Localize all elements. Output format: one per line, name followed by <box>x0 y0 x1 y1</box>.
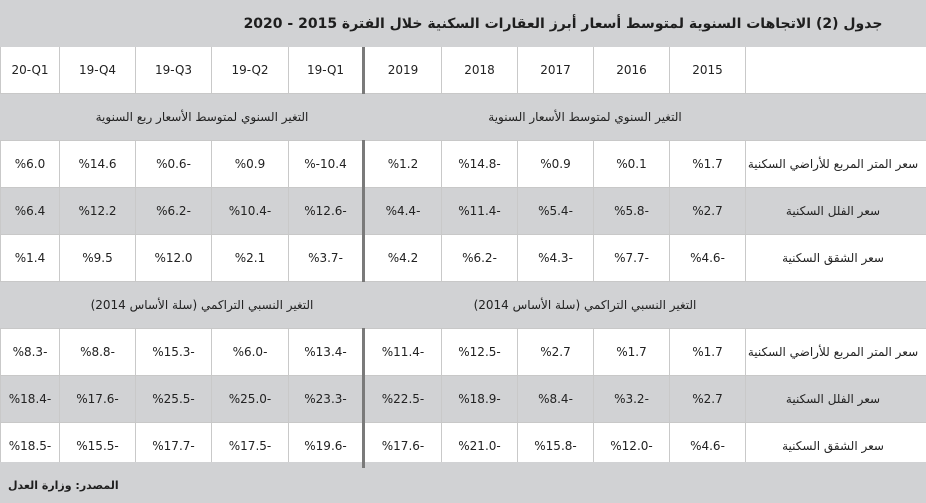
column-header: 19-Q4 <box>59 47 136 94</box>
cell: %13.4- <box>288 328 364 376</box>
cell: %7.7- <box>593 234 670 282</box>
cell: %0.1 <box>593 140 670 188</box>
row-label: سعر المتر المربع للأراضي السكنية <box>745 328 926 376</box>
cell: %0.9 <box>211 140 289 188</box>
row-label: سعر الفلل السكنية <box>745 187 926 235</box>
cell: %12.6- <box>288 187 364 235</box>
table-title-text: جدول (2) الاتجاهات السنوية لمتوسط أسعار … <box>243 15 883 32</box>
cell: %2.7 <box>517 328 594 376</box>
column-header: 2015 <box>669 47 746 94</box>
cell: %1.7 <box>669 140 746 188</box>
cell: %11.4- <box>362 328 442 376</box>
cell: %5.8- <box>593 187 670 235</box>
cell: %8.8- <box>59 328 136 376</box>
cell: %12.5- <box>441 328 518 376</box>
cell: %17.6- <box>59 375 136 423</box>
table-title: جدول (2) الاتجاهات السنوية لمتوسط أسعار … <box>0 0 926 47</box>
section-heading-row: التغير النسبي التراكمي (سلة الأساس 2014)… <box>0 281 926 329</box>
source-footer: المصدر: وزارة العدل <box>0 462 926 503</box>
cell: %8.4- <box>517 375 594 423</box>
section-heading-annual: التغير السنوي لمتوسط الأسعار السنوية <box>363 93 926 141</box>
section-heading-quarterly: التغير السنوي لمتوسط الأسعار ربع السنوية <box>0 93 364 141</box>
cell: %6.0 <box>0 140 60 188</box>
cell: %12.0 <box>135 234 212 282</box>
cell: %8.3- <box>0 328 60 376</box>
cell: %25.0- <box>211 375 289 423</box>
cell: %6.0- <box>211 328 289 376</box>
column-header-row: 20-Q1 19-Q4 19-Q3 19-Q2 19-Q1 2019 2018 … <box>0 47 926 94</box>
column-header: 19-Q2 <box>211 47 289 94</box>
cell: %3.2- <box>593 375 670 423</box>
cell: %6.4 <box>0 187 60 235</box>
cell: %4.6- <box>669 234 746 282</box>
cell: %4.4- <box>362 187 442 235</box>
source-note: المصدر: وزارة العدل <box>8 479 119 492</box>
table-row: %6.4 %12.2 %6.2- %10.4- %12.6- %4.4- %11… <box>0 187 926 235</box>
cell: %0.6- <box>135 140 212 188</box>
cell: %10.4- <box>211 187 289 235</box>
cell: %2.7 <box>669 187 746 235</box>
cell: %12.2 <box>59 187 136 235</box>
cell: %0.9 <box>517 140 594 188</box>
cell: %25.5- <box>135 375 212 423</box>
section-heading-annual: التغير النسبي التراكمي (سلة الأساس 2014) <box>363 281 926 329</box>
column-header: 2017 <box>517 47 594 94</box>
column-header: 19-Q1 <box>288 47 364 94</box>
column-header: 2018 <box>441 47 518 94</box>
cell: %11.4- <box>441 187 518 235</box>
table-row: %18.5- %15.5- %17.7- %17.5- %19.6- %17.6… <box>0 422 926 470</box>
table-row: %1.4 %9.5 %12.0 %2.1 %3.7- %4.2 %6.2- %4… <box>0 234 926 282</box>
row-label: سعر المتر المربع للأراضي السكنية <box>745 140 926 188</box>
table-row: %6.0 %14.6 %0.6- %0.9 %-10.4 %1.2 %14.8-… <box>0 140 926 188</box>
cell: %2.1 <box>211 234 289 282</box>
cell: %1.7 <box>669 328 746 376</box>
cell: %4.3- <box>517 234 594 282</box>
cell: %17.5- <box>211 422 289 470</box>
cell: %12.0- <box>593 422 670 470</box>
cell: %2.7 <box>669 375 746 423</box>
cell: %23.3- <box>288 375 364 423</box>
cell: %18.5- <box>0 422 60 470</box>
cell: %18.4- <box>0 375 60 423</box>
cell: %5.4- <box>517 187 594 235</box>
row-label-header <box>745 47 926 94</box>
cell: %18.9- <box>441 375 518 423</box>
cell: %15.3- <box>135 328 212 376</box>
table-row: %18.4- %17.6- %25.5- %25.0- %23.3- %22.5… <box>0 375 926 423</box>
price-trends-table: 20-Q1 19-Q4 19-Q3 19-Q2 19-Q1 2019 2018 … <box>0 47 926 470</box>
column-divider <box>362 462 365 468</box>
table-row: %8.3- %8.8- %15.3- %6.0- %13.4- %11.4- %… <box>0 328 926 376</box>
cell: %1.4 <box>0 234 60 282</box>
column-header: 19-Q3 <box>135 47 212 94</box>
cell: %14.6 <box>59 140 136 188</box>
cell: %6.2- <box>135 187 212 235</box>
cell: %9.5 <box>59 234 136 282</box>
row-label: سعر الفلل السكنية <box>745 375 926 423</box>
cell: %-10.4 <box>288 140 364 188</box>
section-heading-quarterly: التغير النسبي التراكمي (سلة الأساس 2014) <box>0 281 364 329</box>
column-header: 2016 <box>593 47 670 94</box>
cell: %22.5- <box>362 375 442 423</box>
cell: %3.7- <box>288 234 364 282</box>
cell: %4.2 <box>362 234 442 282</box>
cell: %14.8- <box>441 140 518 188</box>
cell: %1.7 <box>593 328 670 376</box>
cell: %6.2- <box>441 234 518 282</box>
cell: %1.2 <box>362 140 442 188</box>
column-header: 20-Q1 <box>0 47 60 94</box>
row-label: سعر الشقق السكنية <box>745 234 926 282</box>
column-header: 2019 <box>362 47 442 94</box>
section-heading-row: التغير السنوي لمتوسط الأسعار ربع السنوية… <box>0 93 926 141</box>
